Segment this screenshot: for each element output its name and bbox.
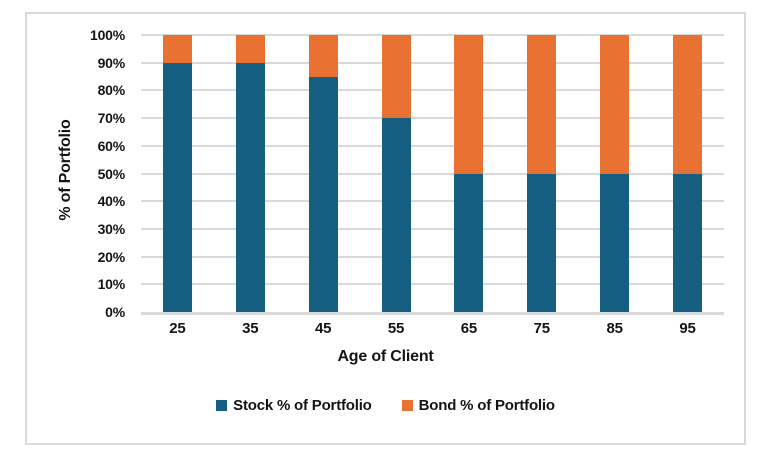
x-tick-label: 95 [679,320,696,337]
legend-item-stock: Stock % of Portfolio [216,397,372,414]
bond-bar-segment-25 [162,35,192,63]
y-tick-label: 0% [105,304,125,320]
stock-bar-segment-35 [235,62,265,312]
gridline [141,34,724,36]
bond-bar-segment-35 [235,35,265,63]
stock-bar-segment-55 [381,118,411,312]
bond-bar-segment-55 [381,35,411,119]
bond-bar-segment-75 [527,35,557,174]
stock-bar-segment-25 [162,62,192,312]
bond-legend-label: Bond % of Portfolio [418,397,555,414]
gridlines-layer [141,34,724,312]
x-axis-title: Age of Client [337,348,434,365]
x-tick-label: 45 [315,320,332,337]
x-tick-label: 55 [387,320,405,337]
bars-layer [141,35,724,312]
y-tick-label: 60% [97,137,126,154]
gridline [141,61,724,64]
bond-bar-segment-85 [600,35,630,174]
chart-frame: % of Portfolio 0% 10% 20% 30% 40% 50% 60% 70% 80… [25,12,746,445]
y-tick-label: 40% [97,193,126,210]
gridline [141,200,724,203]
bond-series-swatch-icon [401,400,413,411]
y-tick-label: 80% [97,82,126,99]
x-tick-label: 25 [169,320,186,337]
stock-bar-segment-95 [673,173,703,312]
gridline [141,117,724,120]
y-tick-label: 20% [97,248,126,265]
y-tick-label: 10% [97,276,126,293]
x-tick-label: 65 [460,320,478,337]
bond-bar-segment-45 [308,35,338,77]
gridline [141,255,724,258]
x-tick-label: 35 [242,320,259,337]
stock-bar-segment-85 [600,173,630,312]
legend-item-bond: Bond % of Portfolio [401,397,555,414]
x-axis-line [141,312,724,315]
gridline [141,89,724,92]
y-tick-label: 90% [97,54,126,71]
y-tick-label: 100% [89,27,125,43]
plot-area [141,34,724,315]
stock-bar-segment-45 [308,76,338,312]
x-tick-label: 75 [533,320,550,337]
bond-bar-segment-95 [673,35,703,174]
y-tick-label: 30% [97,220,126,237]
bond-bar-segment-65 [454,35,484,174]
stock-series-swatch-icon [216,400,228,411]
y-tick-label: 50% [97,165,126,182]
gridline [141,144,724,147]
legend: Stock % of Portfolio Bond % of Portfolio [27,397,744,414]
stock-bar-segment-75 [527,173,557,312]
x-tick-label: 85 [606,320,623,337]
y-tick-label: 70% [97,110,126,127]
gridline [141,172,724,175]
gridline [141,283,724,286]
gridline [141,227,724,230]
stock-legend-label: Stock % of Portfolio [233,397,372,414]
stock-bar-segment-65 [454,173,484,312]
